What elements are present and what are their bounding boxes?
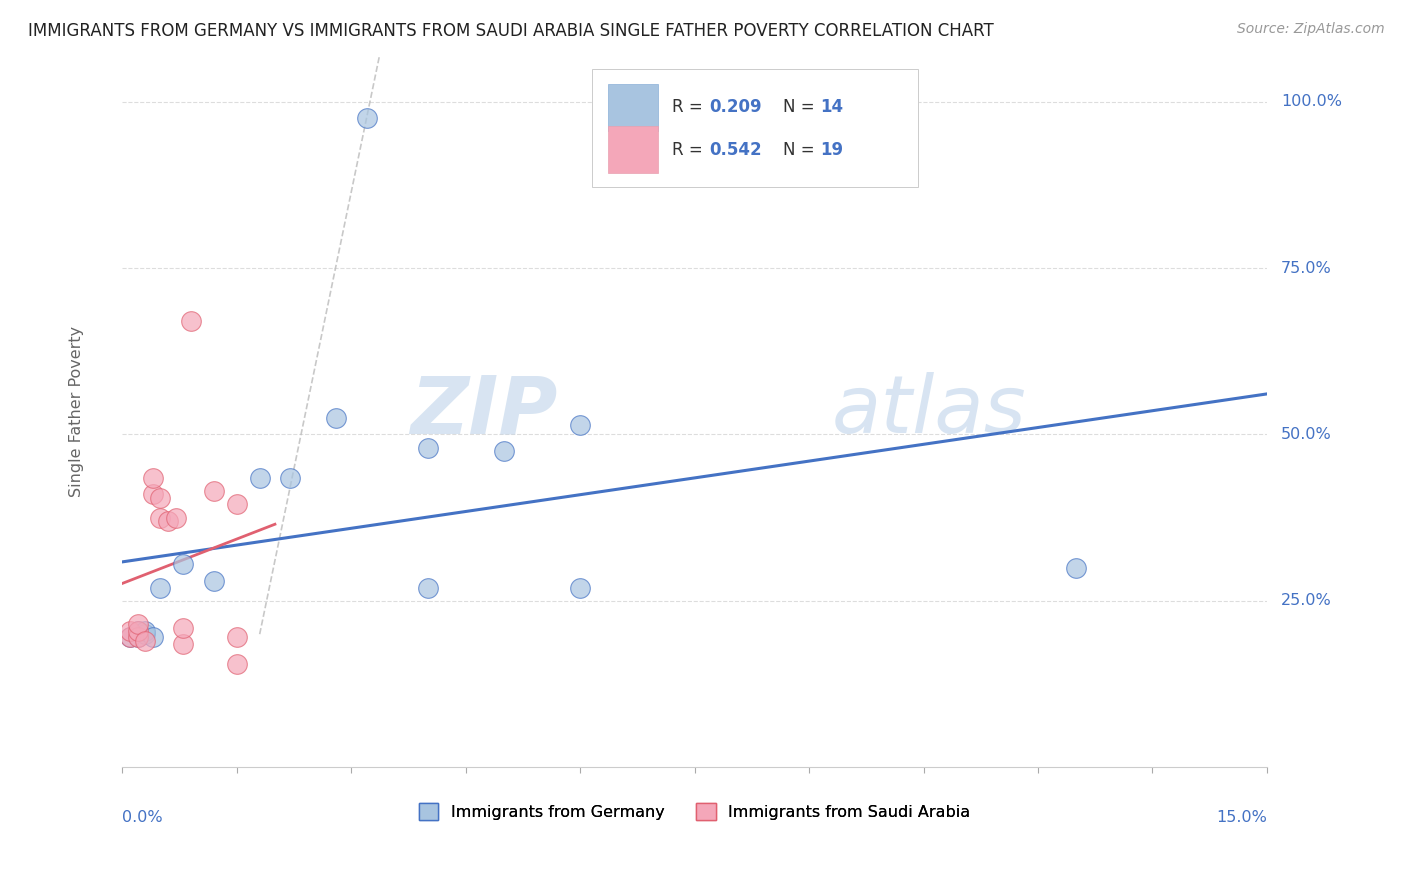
Text: 19: 19 bbox=[821, 141, 844, 159]
Point bbox=[172, 620, 194, 634]
Text: 50.0%: 50.0% bbox=[1281, 427, 1331, 442]
Text: atlas: atlas bbox=[832, 372, 1026, 450]
Point bbox=[180, 314, 202, 328]
Point bbox=[416, 441, 439, 455]
FancyBboxPatch shape bbox=[592, 70, 918, 187]
Text: ZIP: ZIP bbox=[411, 372, 557, 450]
Text: 0.209: 0.209 bbox=[710, 98, 762, 116]
Point bbox=[118, 631, 141, 645]
Point bbox=[127, 631, 149, 645]
Point bbox=[149, 491, 172, 505]
Point bbox=[127, 624, 149, 638]
Point bbox=[149, 510, 172, 524]
Point bbox=[249, 471, 271, 485]
Point bbox=[172, 558, 194, 572]
Point bbox=[165, 510, 187, 524]
Point bbox=[202, 484, 225, 499]
Point bbox=[127, 617, 149, 632]
Point bbox=[569, 417, 592, 432]
FancyBboxPatch shape bbox=[607, 127, 658, 173]
Text: 25.0%: 25.0% bbox=[1281, 593, 1331, 608]
Text: 0.542: 0.542 bbox=[710, 141, 762, 159]
Point bbox=[118, 624, 141, 638]
Point bbox=[127, 624, 149, 638]
Point bbox=[202, 574, 225, 588]
FancyBboxPatch shape bbox=[607, 84, 658, 130]
Point bbox=[142, 487, 165, 501]
Text: IMMIGRANTS FROM GERMANY VS IMMIGRANTS FROM SAUDI ARABIA SINGLE FATHER POVERTY CO: IMMIGRANTS FROM GERMANY VS IMMIGRANTS FR… bbox=[28, 22, 994, 40]
Text: N =: N = bbox=[783, 141, 820, 159]
Point bbox=[142, 631, 165, 645]
Text: 75.0%: 75.0% bbox=[1281, 260, 1331, 276]
Text: Source: ZipAtlas.com: Source: ZipAtlas.com bbox=[1237, 22, 1385, 37]
Text: R =: R = bbox=[672, 98, 707, 116]
Point bbox=[134, 633, 156, 648]
Point bbox=[142, 471, 165, 485]
Point bbox=[325, 410, 347, 425]
Point bbox=[127, 631, 149, 645]
Point bbox=[172, 637, 194, 651]
Text: R =: R = bbox=[672, 141, 707, 159]
Point bbox=[149, 581, 172, 595]
Point bbox=[356, 112, 378, 126]
Point bbox=[157, 514, 180, 528]
Text: N =: N = bbox=[783, 98, 820, 116]
Text: 15.0%: 15.0% bbox=[1216, 810, 1267, 825]
Point bbox=[1064, 560, 1087, 574]
Legend: Immigrants from Germany, Immigrants from Saudi Arabia: Immigrants from Germany, Immigrants from… bbox=[419, 803, 970, 820]
Point bbox=[225, 657, 247, 672]
Point bbox=[416, 581, 439, 595]
Point bbox=[569, 581, 592, 595]
Point bbox=[492, 444, 515, 458]
Text: 14: 14 bbox=[821, 98, 844, 116]
Point bbox=[134, 627, 156, 641]
Point bbox=[225, 497, 247, 511]
Text: 100.0%: 100.0% bbox=[1281, 95, 1341, 109]
Point bbox=[134, 624, 156, 638]
Point bbox=[278, 471, 301, 485]
Point bbox=[118, 631, 141, 645]
Text: 0.0%: 0.0% bbox=[122, 810, 163, 825]
Text: Single Father Poverty: Single Father Poverty bbox=[69, 326, 84, 497]
Point bbox=[225, 631, 247, 645]
